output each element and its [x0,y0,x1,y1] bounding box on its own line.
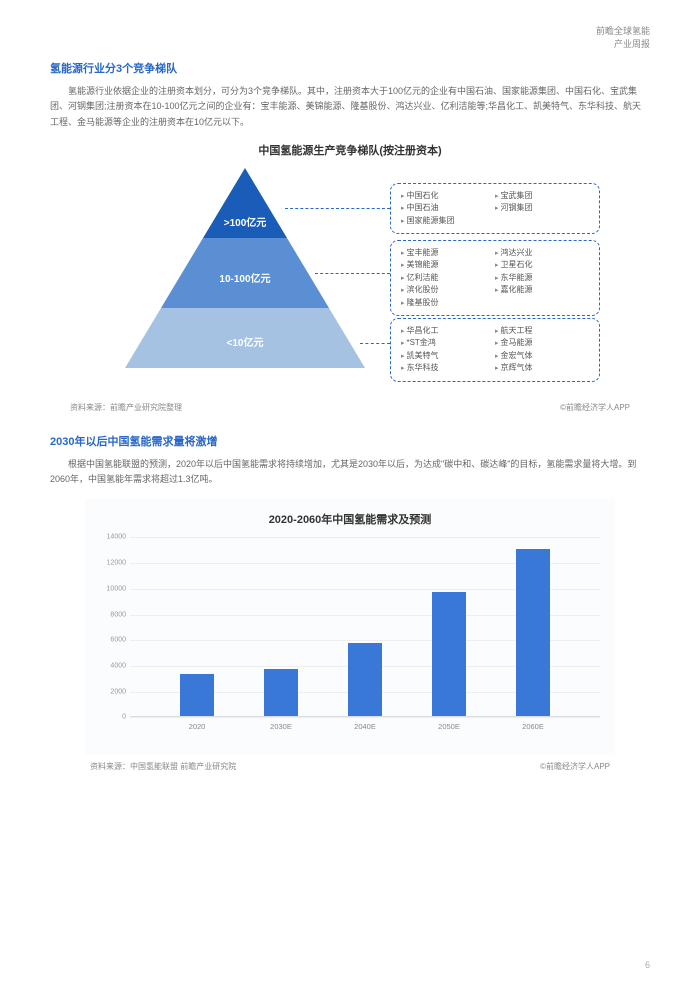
callout-top-col2: 宝武集团 河钢集团 [495,190,589,228]
callout-bot-col1: 华昌化工 *ST金鸿 凯美特气 东华科技 [401,325,495,375]
bar [348,643,382,716]
pyramid-wrap: >100亿元 10-100亿元 <10亿元 中国石化 中国石油 国家能源集团 宝… [70,168,630,398]
y-tick: 2000 [110,688,126,695]
x-axis-labels: 2020 2030E 2040E 2050E 2060E [130,722,600,731]
y-tick: 10000 [107,585,126,592]
x-label: 2030E [264,722,298,731]
bar-chart: 02000400060008000100001200014000 2020203… [130,537,600,747]
y-tick: 12000 [107,560,126,567]
callout-top: 中国石化 中国石油 国家能源集团 宝武集团 河钢集团 [390,183,600,235]
leader-bot [360,343,390,344]
gridline [130,717,600,718]
barchart-title: 2020-2060年中国氢能需求及预测 [100,511,600,527]
bar [264,669,298,717]
pyramid-source: 资料来源：前瞻产业研究院整理 ©前瞻经济学人APP [50,402,650,413]
y-axis: 02000400060008000100001200014000 [100,537,128,717]
y-tick: 0 [122,714,126,721]
page-number: 6 [645,960,650,970]
y-tick: 6000 [110,637,126,644]
x-label: 2050E [432,722,466,731]
callout-bot: 华昌化工 *ST金鸿 凯美特气 东华科技 航天工程 金马能源 金宏气体 京辉气体 [390,318,600,382]
callout-mid: 宝丰能源 美锦能源 亿利洁能 滨化股份 隆基股份 鸿达兴业 卫星石化 东华能源 … [390,240,600,317]
leader-top [285,208,390,209]
tier-label-mid: 10-100亿元 [205,270,285,285]
callout-mid-col2: 鸿达兴业 卫星石化 东华能源 嘉化能源 [495,247,589,310]
bar [432,592,466,717]
section1-body: 氢能源行业依据企业的注册资本划分，可分为3个竞争梯队。其中，注册资本大于100亿… [50,84,650,130]
header-line1: 前瞻全球氢能 [596,25,650,38]
x-label: 2060E [516,722,550,731]
bar [180,674,214,716]
tier-label-top: >100亿元 [205,214,285,229]
barchart-source: 资料来源：中国氢能联盟 前瞻产业研究院 ©前瞻经济学人APP [50,761,650,772]
pyramid-source-right: ©前瞻经济学人APP [560,402,630,413]
y-tick: 4000 [110,663,126,670]
y-tick: 14000 [107,534,126,541]
header-line2: 产业周报 [596,38,650,51]
barchart-source-right: ©前瞻经济学人APP [540,761,610,772]
pyramid-figure: 中国氢能源生产竞争梯队(按注册资本) >100亿元 10-100亿元 <10亿元… [50,142,650,413]
leader-mid [315,273,390,274]
callout-mid-col1: 宝丰能源 美锦能源 亿利洁能 滨化股份 隆基股份 [401,247,495,310]
pyramid-title: 中国氢能源生产竞争梯队(按注册资本) [50,142,650,158]
section2-title: 2030年以后中国氢能需求量将激增 [50,433,650,449]
section2-body: 根据中国氢能联盟的预测，2020年以后中国氢能需求将持续增加，尤其是2030年以… [50,457,650,488]
x-label: 2020 [180,722,214,731]
barchart-wrap: 2020-2060年中国氢能需求及预测 02000400060008000100… [85,499,615,755]
pyramid-source-left: 资料来源：前瞻产业研究院整理 [70,402,182,413]
barchart-figure: 2020-2060年中国氢能需求及预测 02000400060008000100… [50,499,650,772]
y-tick: 8000 [110,611,126,618]
barchart-source-left: 资料来源：中国氢能联盟 前瞻产业研究院 [90,761,236,772]
callout-top-col1: 中国石化 中国石油 国家能源集团 [401,190,495,228]
callout-bot-col2: 航天工程 金马能源 金宏气体 京辉气体 [495,325,589,375]
bar [516,549,550,716]
x-label: 2040E [348,722,382,731]
doc-header: 前瞻全球氢能 产业周报 [596,25,650,50]
plot-area [130,537,600,717]
section1-title: 氢能源行业分3个竞争梯队 [50,60,650,76]
tier-label-bot: <10亿元 [205,334,285,349]
